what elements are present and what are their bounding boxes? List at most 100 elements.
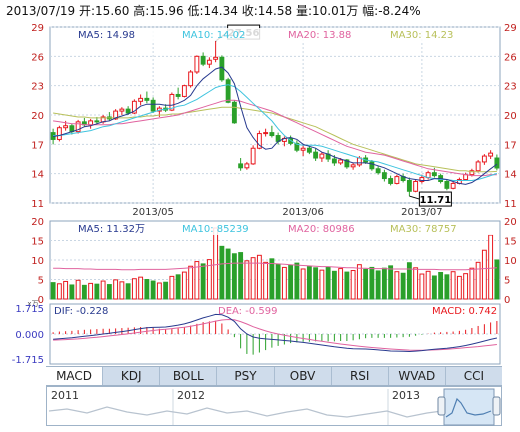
tab-kdj[interactable]: KDJ — [103, 367, 161, 385]
candle-body — [394, 176, 400, 184]
tab-macd[interactable]: MACD — [46, 367, 104, 385]
volume-bar — [194, 261, 200, 300]
volume-bar — [125, 283, 131, 300]
ma20-line — [53, 99, 497, 177]
volume-bar — [413, 267, 419, 300]
volume-bar — [69, 284, 75, 300]
volume-bar — [144, 279, 150, 300]
volume-bar — [319, 269, 325, 300]
tab-cci[interactable]: CCI — [463, 369, 485, 383]
candle-body — [344, 159, 350, 168]
macd-legend-entry: MACD: 0.742 — [432, 306, 497, 317]
overview-label-2012: 2012 — [177, 389, 205, 402]
candle-body — [244, 163, 250, 169]
legend-entry: MA10: 85239 — [182, 224, 249, 235]
volume-bar — [300, 268, 306, 300]
tab-obv[interactable]: OBV — [275, 367, 332, 385]
volume-bar — [288, 264, 294, 300]
volume-bar — [394, 271, 400, 300]
volume-bar — [200, 263, 206, 300]
price-tick-left: 23 — [31, 82, 44, 93]
tab-rsi[interactable]: RSI — [332, 367, 389, 385]
candle-body — [494, 157, 500, 169]
legend-entry: MA5: 14.98 — [78, 30, 135, 41]
legend-entry: MA30: 14.23 — [390, 30, 453, 41]
candle-body — [250, 147, 256, 165]
annotation-value: 11.71 — [420, 195, 452, 206]
volume-value: 10.01万 — [311, 4, 359, 18]
price-tick-right: 17 — [504, 140, 517, 151]
price-tick-left: 26 — [31, 52, 44, 63]
overview-label-2011: 2011 — [51, 389, 79, 402]
candle-body — [463, 174, 469, 181]
volume-bar — [175, 274, 181, 300]
candle-body — [469, 170, 475, 176]
volume-bar — [150, 280, 156, 300]
volume-bar — [119, 281, 125, 300]
change-value: -8.24% — [378, 4, 421, 18]
candle-body — [269, 132, 275, 137]
price-tick-left: 14 — [31, 170, 44, 181]
candle-body — [419, 177, 425, 182]
candle-body — [113, 110, 119, 120]
candle-body — [194, 55, 200, 73]
candle-body — [213, 56, 219, 60]
overview-selection[interactable] — [443, 388, 495, 426]
volume-bar — [269, 258, 275, 300]
volume-bar — [369, 266, 375, 300]
volume-bar — [325, 266, 331, 300]
price-tick-left: 29 — [31, 23, 44, 34]
candle-body — [406, 180, 412, 192]
overview-right-handle[interactable] — [492, 396, 501, 416]
volume-bar — [463, 273, 469, 300]
price-tick-right: 11 — [504, 199, 517, 210]
overview-canvas[interactable]: 2011 2012 2013 — [47, 387, 503, 427]
volume-bar — [431, 275, 437, 300]
ma5-line — [53, 66, 498, 185]
candle-body — [131, 100, 137, 114]
volume-bar — [163, 281, 169, 300]
volume-bar — [444, 274, 450, 300]
volume-tick-right: 5 — [504, 276, 510, 287]
candle-body — [481, 155, 487, 163]
candle-body — [125, 108, 131, 114]
candle-body — [381, 172, 387, 180]
candle-body — [188, 71, 194, 87]
volume-bar — [225, 248, 231, 300]
volume-bar — [275, 263, 281, 300]
quote-header: 2013/07/19 开:15.60 高:15.96 低:14.34 收:14.… — [6, 2, 421, 19]
volume-bar — [138, 276, 144, 300]
tab-psy[interactable]: PSY — [217, 367, 275, 385]
price-tick-left: 20 — [31, 111, 44, 122]
candle-body — [231, 101, 237, 124]
volume-bar — [425, 270, 431, 300]
overview-left-handle[interactable] — [437, 396, 446, 416]
candle-body — [175, 93, 181, 97]
volume-bar — [206, 259, 212, 300]
candle-body — [431, 172, 437, 177]
legend-entry: MA30: 78757 — [390, 224, 457, 235]
candle-body — [294, 142, 300, 151]
volume-bar — [494, 259, 500, 300]
candle-body — [88, 120, 94, 126]
candle-body — [150, 99, 156, 112]
volume-bar — [219, 245, 225, 300]
open-value: 15.60 — [95, 4, 130, 18]
volume-bar — [481, 249, 487, 300]
candle-body — [475, 161, 481, 172]
candle-body — [450, 182, 456, 189]
overview-selected-line — [445, 397, 492, 418]
tab-wvad[interactable]: WVAD — [389, 367, 446, 385]
volume-bar — [375, 270, 381, 300]
tab-boll[interactable]: BOLL — [160, 367, 218, 385]
volume-bar — [306, 266, 312, 300]
ma30-line — [53, 106, 497, 173]
overview-navigator[interactable]: 2011 2012 2013 — [46, 386, 502, 426]
volume-tick-left: 10 — [31, 256, 44, 267]
change-label: 幅: — [362, 4, 379, 18]
chart-canvas[interactable]: 11 11 14 14 17 17 20 20 23 23 26 26 29 29 2013/05 2013/… — [0, 0, 520, 366]
price-tick-right: 14 — [504, 170, 517, 181]
volume-bar — [475, 261, 481, 300]
volume-bar — [169, 275, 175, 300]
price-tick-left: 11 — [31, 199, 44, 210]
